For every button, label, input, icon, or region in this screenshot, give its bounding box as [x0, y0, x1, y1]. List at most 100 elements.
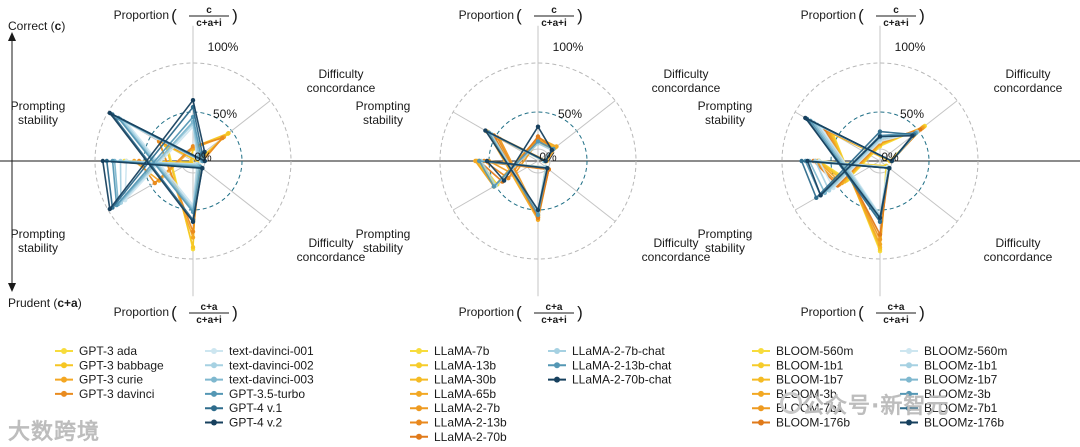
panel-bloom-series-bloomz-176b-point-6 [805, 158, 810, 164]
panel-llama-series-llama-2-70b-chat-point-3 [483, 128, 488, 133]
panel-llama-upper-proportion-numerator: c [551, 5, 557, 16]
panel-gpt-lower-proportion-paren-open: ( [171, 303, 177, 322]
panel-gpt-series-gpt-3-babbage-point-1 [226, 131, 231, 136]
panel-bloom-tick-100: 100% [895, 40, 926, 54]
panel-llama-upper-proportion-paren-open: ( [516, 6, 522, 25]
panel-gpt-upper-difficulty-2: concordance [307, 81, 376, 95]
panel-gpt-upper-proportion-paren-open: ( [171, 6, 177, 25]
panel-gpt-lower-proportion-denominator: c+a+i [196, 315, 222, 326]
panel-bloom-series-bloomz-176b-point-3 [803, 115, 808, 121]
panel-gpt-series-gpt-3-babbage-point-4 [190, 245, 196, 250]
panel-bloom-series-bloomz-7b1-point-7 [814, 195, 819, 200]
panel-gpt-lower-proportion-paren-close: ) [232, 303, 238, 322]
panel-bloom-upper-prompting-2: stability [705, 113, 745, 127]
panel-bloom-lower-difficulty-2: concordance [984, 250, 1053, 264]
panel-llama-legend-llama-2-7b-swatch-dot [416, 405, 422, 412]
panel-bloom-series-bloomz-176b-point-4 [877, 215, 883, 220]
left-axis-arrow-up [8, 32, 16, 41]
left-axis-arrow-down [8, 283, 16, 292]
panel-bloom-legend-bloom-176b-label: BLOOM-176b [776, 416, 850, 430]
panel-bloom-upper-difficulty-2: concordance [994, 81, 1063, 95]
panel-gpt-half-circle [143, 111, 243, 211]
panel-llama-legend-llama-2-7b-chat-swatch-dot [554, 348, 560, 354]
panel-llama-series-llama-2-13b-chat-point-4 [535, 212, 541, 218]
panel-gpt-legend-gpt-3-5-turbo-label: GPT-3.5-turbo [229, 387, 305, 401]
panel-llama-upper-difficulty-1: Difficulty [663, 67, 708, 81]
panel-llama-series-llama-2-70b-chat-point-4 [535, 207, 541, 213]
panel-llama-legend-llama-7b-label: LLaMA-7b [434, 344, 490, 358]
panel-llama-series-llama-2-70b-chat-point-1 [549, 147, 555, 153]
panel-bloom-upper-proportion-paren-open: ( [858, 6, 864, 25]
panel-llama-lower-proportion-numerator: c+a [546, 302, 563, 313]
panel-llama-series-llama-65b-point-1 [554, 144, 559, 149]
panel-gpt-series-gpt-3-davinci-point-0 [190, 144, 196, 149]
panel-llama-legend-llama-30b-label: LLaMA-30b [434, 373, 496, 387]
panel-bloom-half-circle [830, 111, 930, 211]
panel-llama-legend-llama-13b-label: LLaMA-13b [434, 358, 496, 372]
panel-llama-outer-circle [439, 62, 637, 260]
panel-gpt-upper-proportion-numerator: c [206, 5, 212, 16]
panel-gpt-legend-gpt-3-ada-swatch-dot [61, 348, 67, 354]
panel-gpt-legend-gpt-4-v-1-swatch-dot [211, 405, 217, 412]
panel-bloom-lower-proportion-paren-open: ( [858, 303, 864, 322]
panel-gpt-series-gpt-4-v-2-point-0 [190, 98, 196, 103]
panel-llama-legend-llama-2-13b-label: LLaMA-2-13b [434, 416, 507, 430]
panel-gpt-series-gpt-4-v-2-point-1 [202, 149, 207, 155]
panel-gpt-legend-gpt-3-davinci-label: GPT-3 davinci [79, 387, 154, 401]
panel-bloom-lower-proportion-paren-close: ) [919, 303, 925, 322]
panel-bloom-legend-bloom-560m-swatch-dot [758, 348, 764, 354]
panel-llama-upper-proportion-label: Proportion [459, 8, 514, 22]
panel-bloom-series-bloomz-176b-point-5 [887, 166, 892, 171]
panel-llama-lower-proportion-denominator: c+a+i [541, 315, 567, 326]
panel-gpt-tick-0: 0% [194, 150, 212, 164]
panel-bloom-spoke-5 [879, 160, 958, 222]
panel-bloom-legend-bloomz-3b-swatch-dot [906, 390, 912, 397]
panel-gpt-legend-text-davinci-003-swatch-dot [211, 376, 217, 383]
watermark-left: 大数跨境 [8, 420, 101, 445]
panel-bloom-legend-bloom-3b-swatch-dot [758, 390, 764, 397]
panel-gpt-legend-gpt-3-curie-swatch-dot [61, 376, 67, 383]
panel-llama-upper-proportion-paren-close: ) [577, 6, 583, 25]
panel-gpt-legend-text-davinci-003-label: text-davinci-003 [229, 373, 314, 387]
panel-llama-upper-proportion-denominator: c+a+i [541, 18, 567, 29]
panel-gpt-series-gpt-4-v-2-point-4 [190, 219, 196, 224]
panel-gpt-legend-gpt-3-babbage-swatch-dot [61, 362, 67, 369]
panel-gpt-spoke-5 [192, 160, 271, 222]
panel-gpt-legend-gpt-4-v-2-label: GPT-4 v.2 [229, 416, 282, 430]
panel-llama-lower-prompting-1: Prompting [356, 227, 411, 241]
panel-bloom-lower-proportion-denominator: c+a+i [883, 315, 909, 326]
panel-llama-legend-llama-65b-label: LLaMA-65b [434, 387, 496, 401]
panel-llama-series-llama-2-70b-chat-point-5 [545, 166, 550, 171]
panel-llama-series-llama-2-13b-chat-point-0 [535, 139, 541, 144]
prudent-label-bold: c+a [57, 296, 78, 310]
panel-bloom-legend-bloomz-7b1-label: BLOOMz-7b1 [924, 401, 998, 415]
panel-bloom-series-bloomz-7b1-point-4 [877, 219, 883, 224]
panel-bloom-legend-bloom-1b7-label: BLOOM-1b7 [776, 373, 844, 387]
panel-llama-lower-difficulty-1: Difficulty [653, 236, 698, 250]
panel-bloom-lower-proportion-label: Proportion [801, 305, 856, 319]
panel-gpt-series-gpt-3-curie-point-4 [190, 235, 196, 240]
panel-llama-lower-proportion-paren-open: ( [516, 303, 522, 322]
panel-llama-upper-prompting-2: stability [363, 113, 403, 127]
panel-llama-series-llama-2-70b-chat-point-7 [501, 178, 507, 183]
panel-llama-legend-llama-2-7b-chat-label: LLaMA-2-7b-chat [572, 344, 665, 358]
panel-bloom-series-bloomz-176b-point-2 [889, 158, 894, 164]
panel-llama-legend-llama-2-13b-swatch-dot [416, 419, 422, 426]
panel-gpt-series-gpt-4-v-2-point-2 [202, 158, 207, 164]
panel-llama-series-llama-2-70b-chat-point-2 [543, 158, 548, 164]
correct-label-bold: c [55, 19, 62, 33]
panel-bloom-upper-proportion-label: Proportion [801, 8, 856, 22]
panel-bloom-legend-bloomz-1b7-swatch-dot [906, 376, 912, 383]
panel-llama-lower-difficulty-2: concordance [642, 250, 711, 264]
panel-bloom-series-bloomz-176b-point-0 [877, 134, 883, 139]
panel-bloom-legend-bloomz-560m-swatch-dot [906, 348, 912, 354]
panel-gpt-legend-text-davinci-002-swatch-dot [211, 362, 217, 369]
panel-gpt-outer-circle [94, 62, 292, 260]
panel-gpt-series-gpt-4-v-2-point-3 [107, 110, 113, 116]
panel-gpt-series-gpt-4-v-2-point-7 [107, 206, 113, 212]
panel-bloom-legend-bloomz-176b-label: BLOOMz-176b [924, 416, 1004, 430]
panel-bloom-legend-bloomz-1b7-label: BLOOMz-1b7 [924, 373, 998, 387]
panel-llama-legend-llama-2-7b-label: LLaMA-2-7b [434, 401, 500, 415]
panel-gpt-lower-proportion-label: Proportion [114, 305, 169, 319]
